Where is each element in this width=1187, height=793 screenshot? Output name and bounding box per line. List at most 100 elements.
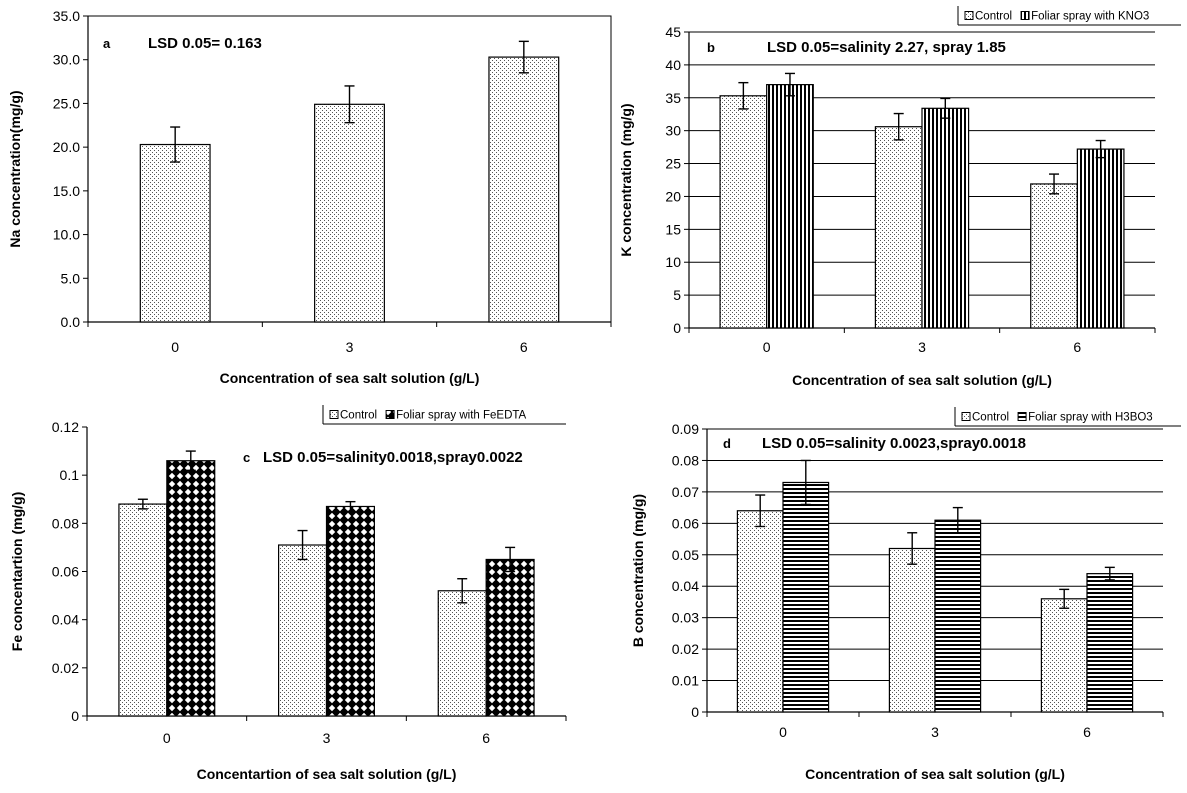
x-axis-title: Concentartion of sea salt solution (g/L): [197, 766, 457, 782]
panel-letter: b: [707, 40, 715, 55]
y-tick-label: 5.0: [61, 270, 81, 286]
bar: [437, 590, 487, 717]
legend-swatch: [385, 410, 395, 419]
legend-label: Control: [975, 11, 1012, 23]
bar: [278, 544, 328, 717]
y-tick-label: 0.07: [672, 484, 699, 500]
y-tick-label: 0.05: [672, 547, 699, 563]
legend-swatch: [964, 11, 974, 20]
y-tick-label: 0.04: [672, 578, 699, 594]
legend-label: Foliar spray with H3BO3: [1028, 412, 1153, 424]
y-tick-label: 40: [665, 57, 681, 73]
bar: [888, 547, 936, 713]
x-axis-title: Concentration of sea salt solution (g/L): [220, 370, 480, 386]
bar: [314, 103, 385, 323]
chart-panel-c: 0 0.02 0.04 0.06 0.08 0.1 0.12 0 3 6 c LSD 0.05=sal…: [9, 405, 567, 782]
y-tick-label: 0.06: [52, 564, 79, 580]
bar: [1076, 148, 1125, 329]
panel-letter: c: [243, 450, 250, 465]
x-tick-label: 0: [171, 339, 179, 355]
bar: [1040, 598, 1088, 713]
y-tick-label: 0.01: [672, 673, 699, 689]
bar: [1086, 573, 1134, 713]
x-tick-label: 0: [779, 724, 787, 740]
y-tick-label: 30.0: [53, 52, 80, 68]
y-tick-label: 0.0: [61, 314, 81, 330]
y-tick-label: 15.0: [53, 183, 80, 199]
y-tick-label: 25: [665, 156, 681, 172]
bar: [766, 84, 814, 329]
legend-swatch: [1020, 11, 1030, 20]
x-axis-title: Concentration of sea salt solution (g/L): [805, 766, 1065, 782]
bar: [139, 143, 211, 323]
y-tick-label: 0.08: [52, 515, 79, 531]
x-tick-label: 6: [482, 730, 490, 746]
y-tick-label: 35.0: [53, 8, 80, 24]
y-tick-label: 45: [665, 24, 681, 40]
bar: [485, 558, 535, 717]
legend-swatch: [961, 412, 971, 421]
y-tick-label: 5: [673, 287, 681, 303]
bar: [874, 126, 923, 329]
y-tick-label: 20.0: [53, 139, 80, 155]
y-tick-label: 0.06: [672, 515, 699, 531]
y-tick-label: 0.08: [672, 452, 699, 468]
y-axis-title: K concentration (mg/g): [618, 103, 634, 256]
y-tick-label: 0: [71, 708, 79, 724]
x-tick-label: 6: [520, 339, 528, 355]
bar: [736, 510, 784, 713]
y-tick-label: 0.1: [60, 467, 80, 483]
x-tick-label: 3: [931, 724, 939, 740]
legend-swatch: [1017, 412, 1027, 421]
chart-panel-d: 0 0.01 0.02 0.03 0.04 0.05 0.06 0.07 0.08 0.09 0 3 6…: [630, 407, 1181, 782]
legend-label: Foliar spray with FeEDTA: [396, 410, 526, 422]
bar: [325, 505, 376, 717]
y-axis-title: Na concentration(mg/g): [7, 90, 23, 247]
y-tick-label: 0: [673, 320, 681, 336]
x-tick-label: 3: [918, 339, 926, 355]
y-tick-label: 0.09: [672, 421, 699, 437]
y-tick-label: 0.03: [672, 610, 699, 626]
lsd-annotation: LSD 0.05=salinity 2.27, spray 1.85: [767, 39, 1006, 56]
x-tick-label: 3: [346, 339, 354, 355]
bar: [1030, 183, 1078, 329]
y-tick-label: 0.12: [52, 419, 79, 435]
bar: [719, 95, 768, 329]
chart-panel-a: 0.0 5.0 10.0 15.0 20.0 25.0 30.0 35.0 0 3 6 a LSD 0.…: [7, 8, 612, 386]
y-tick-label: 20: [665, 188, 681, 204]
bar: [934, 519, 982, 713]
x-axis-title: Concentration of sea salt solution (g/L): [792, 372, 1052, 388]
y-tick-label: 10.0: [53, 227, 80, 243]
y-tick-label: 15: [665, 221, 681, 237]
y-tick-label: 0.04: [52, 612, 79, 628]
y-tick-label: 35: [665, 90, 681, 106]
x-tick-label: 0: [763, 339, 771, 355]
lsd-annotation: LSD 0.05=salinity 0.0023,spray0.0018: [762, 435, 1026, 452]
panel-letter: a: [103, 36, 111, 51]
y-tick-label: 0.02: [672, 641, 699, 657]
legend-label: Control: [340, 410, 377, 422]
x-tick-label: 6: [1083, 724, 1091, 740]
legend-label: Foliar spray with KNO3: [1031, 11, 1149, 23]
y-tick-label: 0: [691, 704, 699, 720]
bar: [782, 481, 830, 713]
bar: [166, 460, 216, 717]
y-axis-title: Fe concentartion (mg/g): [9, 492, 25, 651]
legend-swatch: [329, 410, 339, 419]
panel-letter: d: [723, 436, 731, 451]
lsd-annotation: LSD 0.05= 0.163: [148, 35, 262, 52]
legend-label: Control: [972, 412, 1009, 424]
lsd-annotation: LSD 0.05=salinity0.0018,spray0.0022: [263, 449, 523, 466]
y-tick-label: 10: [665, 254, 681, 270]
y-axis-title: B concentration (mg/g): [630, 494, 646, 647]
bar: [921, 107, 970, 329]
y-tick-label: 30: [665, 123, 681, 139]
y-tick-label: 25.0: [53, 95, 80, 111]
chart-panel-b: 0 5 10 15 20 25 30 35 40 45 0 3 6 b LSD 0.05=salinity …: [618, 6, 1181, 388]
x-tick-label: 3: [323, 730, 331, 746]
bar: [488, 56, 560, 323]
x-tick-label: 0: [163, 730, 171, 746]
y-tick-label: 0.02: [52, 660, 79, 676]
x-tick-label: 6: [1073, 339, 1081, 355]
